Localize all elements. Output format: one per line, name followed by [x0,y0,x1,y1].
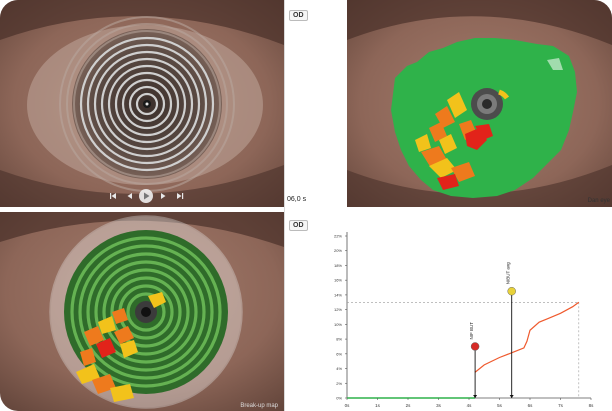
placido-eye-image [0,0,284,207]
ring-overlay-map [0,212,284,411]
skip-forward-icon[interactable] [177,193,184,199]
marker-dot [470,342,480,351]
marker-dot [507,286,516,296]
x-tick-label: 1s [375,403,381,408]
step-back-icon[interactable] [127,193,133,199]
time-readout: 06,0 s [287,196,307,203]
vertical-divider [284,0,285,411]
placido-info-panel: OD 06,0 s [285,0,347,207]
marker-arrow [509,395,514,398]
x-tick-label: 8s [589,403,595,408]
step-forward-icon[interactable] [161,193,166,199]
play-icon[interactable] [139,189,153,203]
x-tick-label: 0s [345,403,351,408]
marker-label: NIF BUT [469,322,474,340]
skip-back-icon[interactable] [110,193,116,199]
map-corner-label: Dan eye [587,198,610,204]
y-tick-label: 8% [336,337,342,342]
breakup-chart-panel: OD 0% 2% 4% 6% 8% 10% 12% 14% 16% 18% 20% 22% 0s 1s 2s… [285,212,612,411]
x-tick-label: 7s [558,403,564,408]
y-tick-label: 4% [336,366,342,371]
x-tick-label: 6s [528,403,534,408]
marker-label: NIBUT avg [506,262,511,284]
breakup-chart: 0% 2% 4% 6% 8% 10% 12% 14% 16% 18% 20% 22% 0s 1s 2s 3s 4… [334,232,595,408]
y-tick-label: 16% [334,278,342,283]
ring-corner-label: Break-up map [240,403,278,409]
marker-arrow [473,395,478,398]
y-tick-label: 2% [336,381,342,386]
tear-film-map-panel[interactable]: Dan eye [347,0,612,207]
y-tick-label: 20% [334,248,342,253]
x-tick-label: 4s [467,403,473,408]
y-tick-label: 12% [334,307,342,312]
chart-eye-label-od: OD [289,220,308,231]
tear-film-color-map [347,0,612,207]
placido-video-panel[interactable] [0,0,284,207]
y-tick-label: 22% [334,234,342,239]
player-controls [110,189,184,203]
y-tick-label: 18% [334,263,342,268]
x-tick-label: 5s [497,403,503,408]
y-tick-label: 0% [336,396,342,401]
horizontal-divider [0,207,612,212]
ring-overlay-panel[interactable]: Break-up map [0,212,284,411]
x-tick-label: 2s [406,403,412,408]
eye-label-od: OD [289,10,308,21]
x-tick-label: 3s [436,403,442,408]
y-tick-label: 14% [334,292,342,297]
y-tick-label: 10% [334,322,342,327]
breakup-curve [474,301,580,373]
y-tick-label: 6% [336,351,342,356]
